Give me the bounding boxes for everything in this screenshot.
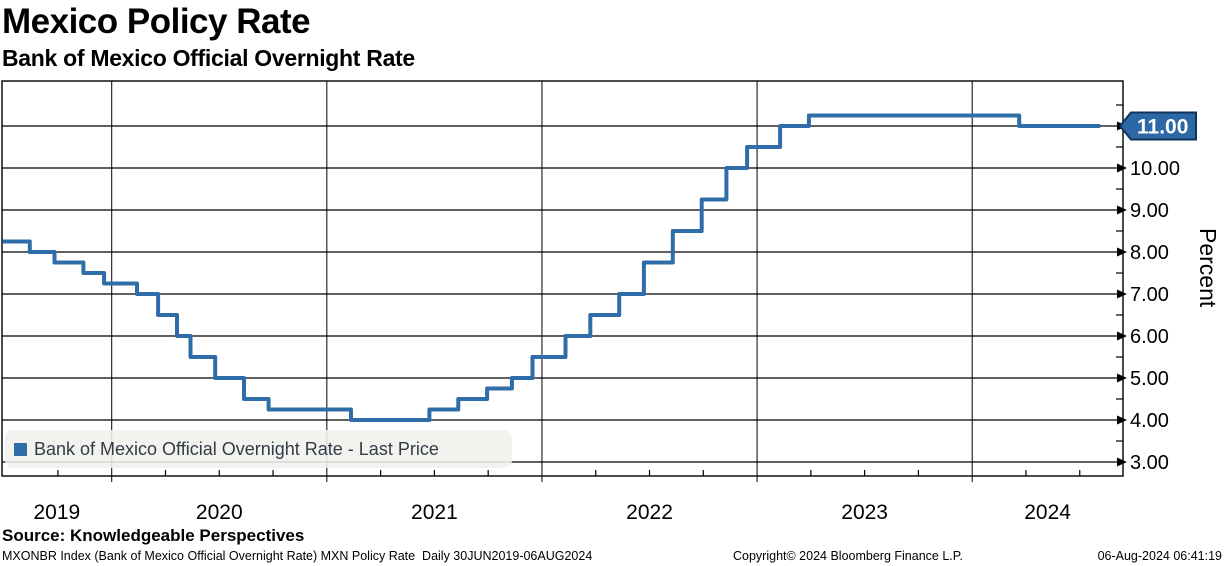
y-tick-label: 6.00 bbox=[1130, 326, 1169, 348]
axis-arrow-icon bbox=[1117, 163, 1127, 173]
y-tick-label: 9.00 bbox=[1130, 200, 1169, 222]
footer-ticker-info: MXONBR Index (Bank of Mexico Official Ov… bbox=[2, 549, 593, 563]
y-tick-label: 7.00 bbox=[1130, 284, 1169, 306]
footer: MXONBR Index (Bank of Mexico Official Ov… bbox=[2, 549, 1222, 565]
x-tick-label: 2020 bbox=[196, 501, 243, 524]
y-tick-label: 5.00 bbox=[1130, 368, 1169, 390]
axis-arrow-icon bbox=[1117, 289, 1127, 299]
x-tick-label: 2021 bbox=[411, 501, 458, 524]
last-price-tag-value: 11.00 bbox=[1137, 115, 1188, 138]
chart-subtitle: Bank of Mexico Official Overnight Rate bbox=[2, 45, 415, 71]
axis-arrow-icon bbox=[1117, 373, 1127, 383]
axis-arrow-icon bbox=[1117, 457, 1127, 467]
x-tick-label: 2023 bbox=[841, 501, 888, 524]
axis-arrow-icon bbox=[1117, 415, 1127, 425]
footer-timestamp: 06-Aug-2024 06:41:19 bbox=[1097, 549, 1222, 563]
axis-arrow-icon bbox=[1117, 247, 1127, 257]
x-tick-label: 2022 bbox=[626, 501, 673, 524]
axis-arrow-icon bbox=[1117, 205, 1127, 215]
legend-marker-icon bbox=[14, 442, 27, 456]
footer-copyright: Copyright© 2024 Bloomberg Finance L.P. bbox=[733, 549, 963, 563]
y-tick-label: 4.00 bbox=[1130, 410, 1169, 432]
y-tick-label: 10.00 bbox=[1130, 158, 1180, 180]
axis-arrow-icon bbox=[1117, 331, 1127, 341]
last-price-tag bbox=[1118, 111, 1197, 141]
plot-frame bbox=[1, 80, 1124, 477]
rate-step-line[interactable] bbox=[2, 113, 1101, 422]
x-tick-label: 2019 bbox=[33, 501, 80, 524]
legend-label: Bank of Mexico Official Overnight Rate -… bbox=[34, 438, 439, 459]
y-tick-label: 8.00 bbox=[1130, 242, 1169, 264]
source-line: Source: Knowledgeable Perspectives bbox=[2, 526, 305, 545]
page-title: Mexico Policy Rate bbox=[2, 2, 311, 41]
y-axis-title: Percent bbox=[1195, 228, 1221, 308]
x-tick-label: 2024 bbox=[1024, 501, 1071, 524]
y-tick-label: 3.00 bbox=[1130, 452, 1169, 474]
legend[interactable]: Bank of Mexico Official Overnight Rate -… bbox=[5, 430, 512, 468]
